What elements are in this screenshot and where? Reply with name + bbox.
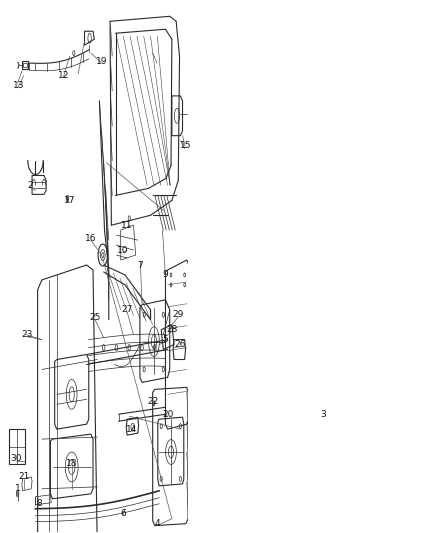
Text: 2: 2 xyxy=(28,181,33,190)
Text: 25: 25 xyxy=(89,313,101,322)
Text: 6: 6 xyxy=(120,509,126,518)
Text: 23: 23 xyxy=(21,330,33,339)
Text: 8: 8 xyxy=(36,499,42,508)
Text: 5: 5 xyxy=(162,335,168,344)
Text: 27: 27 xyxy=(121,305,133,314)
Text: 1: 1 xyxy=(15,484,21,494)
Text: 11: 11 xyxy=(121,221,133,230)
Text: 28: 28 xyxy=(166,325,177,334)
Text: 29: 29 xyxy=(173,310,184,319)
Text: 12: 12 xyxy=(57,71,69,80)
Text: 9: 9 xyxy=(162,270,168,279)
Text: 15: 15 xyxy=(180,141,191,150)
Text: 3: 3 xyxy=(320,410,326,419)
Text: 4: 4 xyxy=(154,519,160,528)
Text: 18: 18 xyxy=(66,459,78,469)
Text: 7: 7 xyxy=(138,261,143,270)
Text: 22: 22 xyxy=(147,397,158,406)
Text: 17: 17 xyxy=(64,196,75,205)
Text: 20: 20 xyxy=(162,410,173,419)
Text: 19: 19 xyxy=(96,56,107,66)
Text: 13: 13 xyxy=(13,82,24,91)
Text: 16: 16 xyxy=(85,233,97,243)
Text: 26: 26 xyxy=(175,340,186,349)
Text: 30: 30 xyxy=(11,455,22,464)
Text: 21: 21 xyxy=(18,472,29,481)
Text: 14: 14 xyxy=(126,425,137,434)
Text: 10: 10 xyxy=(117,246,129,255)
